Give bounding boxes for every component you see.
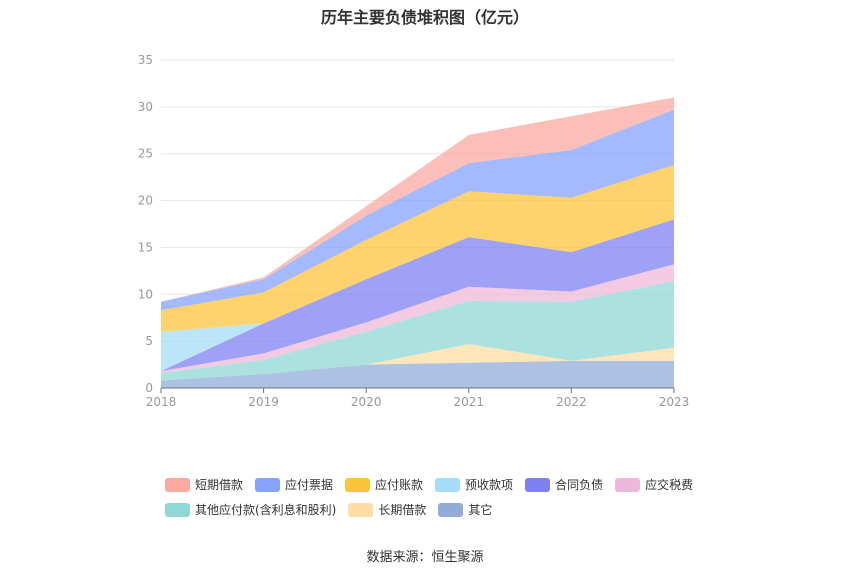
chart-title: 历年主要负债堆积图（亿元） [320,8,529,27]
legend-item[interactable]: 应付账款 [345,476,423,493]
x-tick-label: 2021 [454,395,485,409]
legend-label: 应付账款 [375,478,424,492]
stacked-area-chart: 0 5 10 15 20 25 30 35 2018 2019 2020 2021 2022 2023 [138,53,690,409]
area-series [161,97,674,388]
x-tick-label: 2022 [556,395,587,409]
y-tick-label: 25 [138,147,153,161]
legend-label: 短期借款 [195,478,244,492]
area-series-0 [161,360,674,388]
area-series-4 [161,219,674,372]
legend-swatch [348,502,374,517]
x-tick-label: 2020 [351,395,382,409]
legend-item[interactable]: 其它 [438,501,492,518]
area-series-7 [161,109,674,311]
area-series-3 [161,264,674,374]
y-tick-label: 35 [138,53,153,67]
legend-item[interactable]: 应付票据 [255,476,333,493]
legend-label: 其它 [468,503,493,517]
legend-item[interactable]: 短期借款 [165,476,243,493]
legend-label: 其他应付款(含利息和股利) [195,503,337,517]
y-tick-label: 20 [138,194,153,208]
y-tick-label: 0 [145,381,153,395]
legend-label: 长期借款 [378,503,427,517]
legend-item[interactable]: 合同负债 [525,476,603,493]
legend-swatch [615,477,641,492]
area-series-1 [161,343,674,381]
x-tick-label: 2019 [248,395,279,409]
legend-swatch [255,477,281,492]
x-tick-label: 2023 [659,395,690,409]
legend-label: 应付票据 [285,478,334,492]
legend-swatch [165,502,190,517]
axes: 0 5 10 15 20 25 30 35 2018 2019 2020 2021 2022 2023 [138,53,690,409]
legend-label: 应交税费 [645,478,694,492]
legend-row-1: 短期借款 应付票据 应付账款 预收款项 合同负债 应交税费 [165,472,725,497]
legend-label: 合同负债 [555,478,604,492]
y-tick-label: 30 [138,100,153,114]
legend: 短期借款 应付票据 应付账款 预收款项 合同负债 应交税费 其他应付款(含利息和股利) 长期… [165,472,725,522]
legend-swatch [435,477,461,492]
legend-item[interactable]: 长期借款 [348,501,426,518]
y-tick-label: 15 [138,240,153,254]
legend-item[interactable]: 其他应付款(含利息和股利) [165,501,336,518]
legend-row-2: 其他应付款(含利息和股利) 长期借款 其它 [165,497,725,522]
area-series-6 [161,164,674,332]
x-tick-label: 2018 [146,395,177,409]
y-tick-label: 5 [145,334,153,348]
legend-item[interactable]: 预收款项 [435,476,513,493]
legend-swatch [165,477,190,492]
legend-swatch [438,502,464,517]
area-series-8 [161,97,674,302]
data-source-note: 数据来源：恒生聚源 [366,550,484,565]
area-series-2 [161,281,674,381]
legend-swatch [525,477,551,492]
legend-swatch [345,477,371,492]
legend-item[interactable]: 应交税费 [615,476,693,493]
y-tick-label: 10 [138,287,153,301]
legend-label: 预收款项 [465,478,514,492]
